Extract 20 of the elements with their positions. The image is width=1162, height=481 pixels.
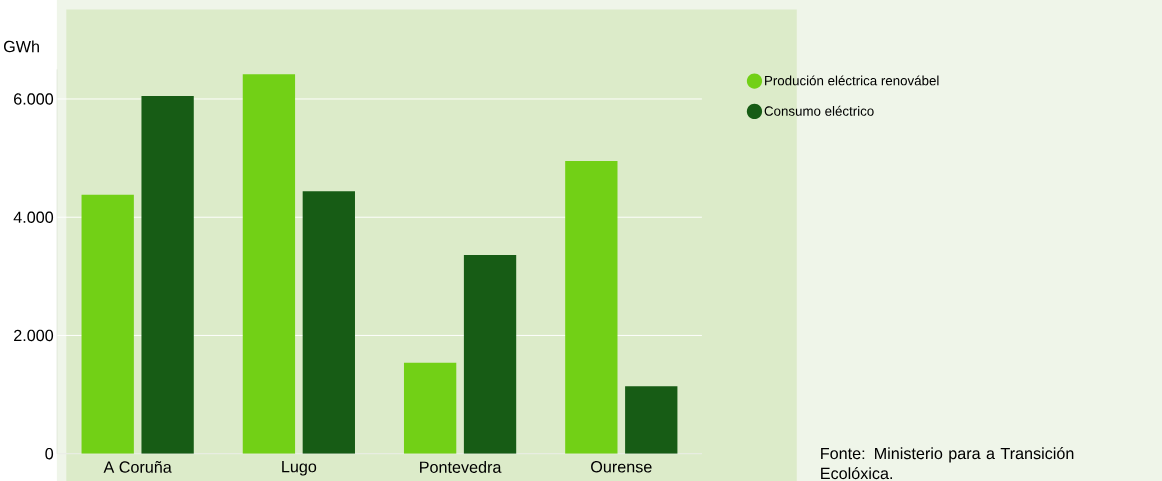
- bar: [141, 95, 194, 454]
- bar: [565, 160, 618, 454]
- x-tick-label: Ourense: [591, 460, 652, 473]
- y-tick-label: 2.000: [14, 329, 54, 342]
- y-tick-label: 6.000: [14, 93, 54, 105]
- x-tick-label: Pontevedra: [420, 460, 502, 473]
- legend-label: Consumo eléctrico: [764, 105, 874, 116]
- y-tick-label: 4.000: [13, 211, 54, 223]
- source-note: Fonte: Ministerio para a Transición Ecolóxica.: [821, 447, 1074, 480]
- bar: [242, 74, 296, 454]
- bar: [625, 386, 678, 454]
- bar: [81, 194, 134, 454]
- x-tick-label: A Coruña: [103, 460, 172, 473]
- y-axis-title: GWh: [3, 40, 39, 53]
- y-tick-label: 0: [45, 447, 54, 460]
- bar: [302, 191, 355, 454]
- legend-label: Produción eléctrica renovábel: [765, 75, 939, 86]
- x-tick-label: Lugo: [282, 460, 317, 476]
- bar: [463, 254, 517, 454]
- bar: [403, 362, 457, 454]
